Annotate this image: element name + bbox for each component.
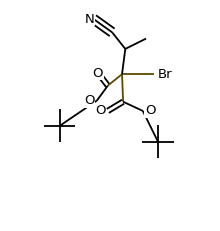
Text: O: O [93,67,103,79]
Text: O: O [145,104,156,117]
Text: N: N [85,12,95,26]
Text: Br: Br [158,68,173,81]
Text: O: O [95,104,106,117]
Text: O: O [84,94,95,107]
